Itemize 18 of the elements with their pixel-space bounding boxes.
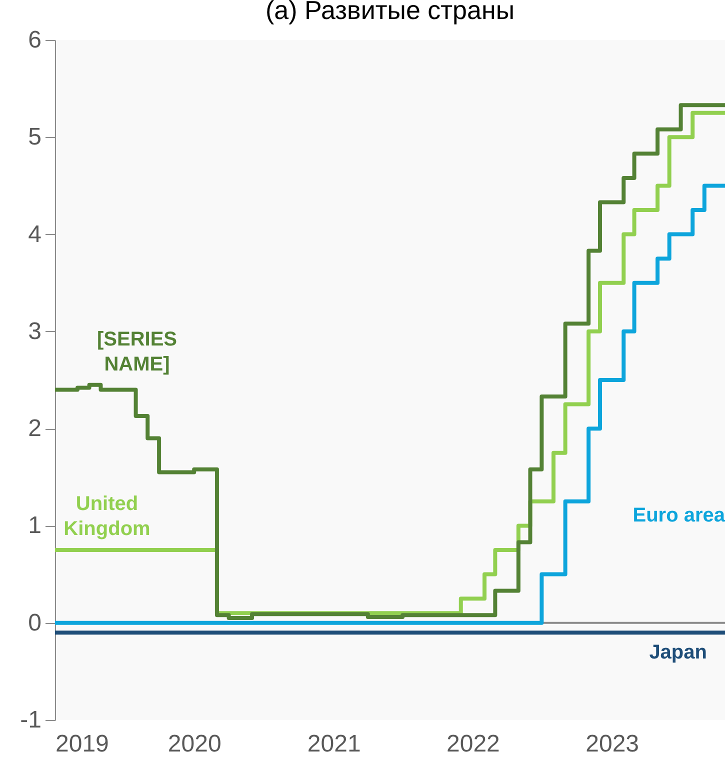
series-label: United Kingdom <box>64 493 150 540</box>
y-tick-label: 0 <box>28 609 42 636</box>
y-tick-label: 6 <box>28 26 42 54</box>
y-tick-label: 2 <box>28 415 42 442</box>
series-label: [SERIES NAME] <box>96 328 178 376</box>
y-tick-label: 4 <box>28 220 42 248</box>
x-tick-label: 2019 <box>56 730 109 758</box>
x-tick-label: 2020 <box>168 730 222 758</box>
y-tick-label: 3 <box>28 318 42 345</box>
chart-title: (a) Развитые страны <box>265 0 515 25</box>
text: Euro area <box>632 504 725 527</box>
series-label: Japan <box>649 642 707 664</box>
x-tick-label: 2022 <box>446 730 500 758</box>
x-tick-label: 2021 <box>307 730 361 758</box>
y-tick-label: -1 <box>20 706 42 734</box>
y-tick-label: 1 <box>28 512 42 540</box>
y-tick-label: 5 <box>28 124 42 151</box>
x-tick-label: 2023 <box>586 730 640 758</box>
